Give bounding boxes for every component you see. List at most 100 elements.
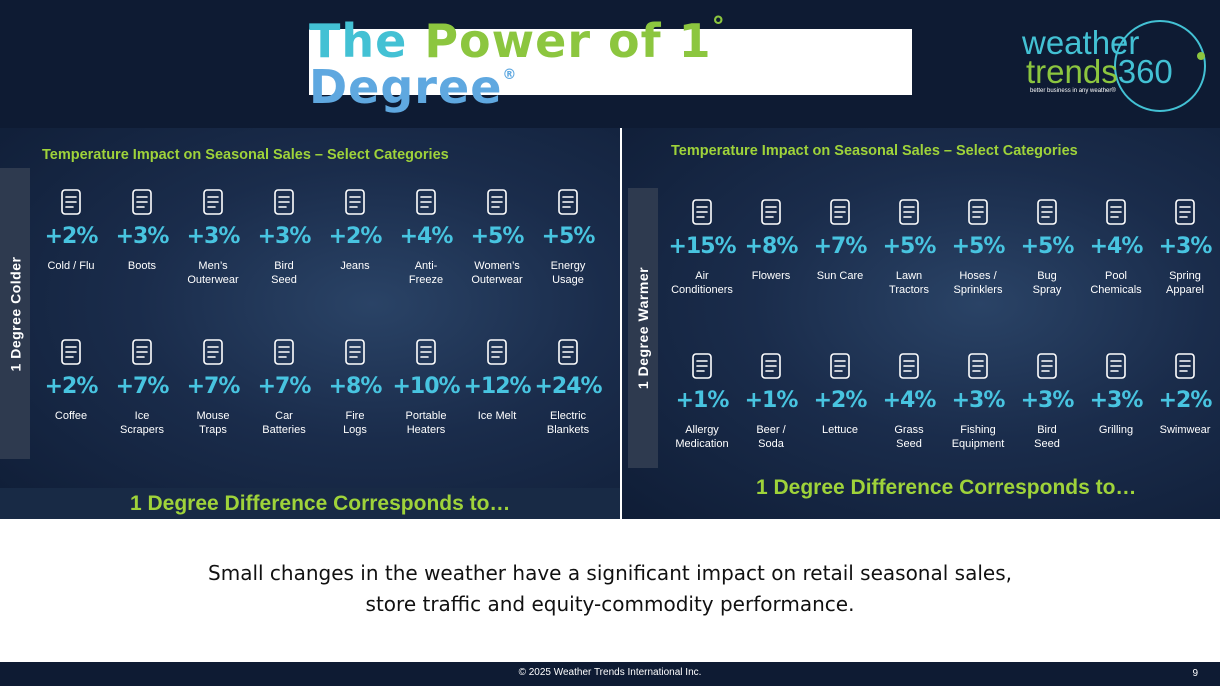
category-label: Anti- Freeze	[408, 260, 444, 286]
category-lettuce: +2% Lettuce	[804, 348, 876, 437]
sales-change: +3%	[1020, 388, 1075, 413]
ice-tray-icon	[53, 184, 89, 220]
sales-change: +2%	[44, 374, 99, 399]
logo-dot	[1197, 52, 1205, 60]
category-ice-melt: +12% Ice Melt	[461, 334, 533, 423]
sales-change: +3%	[115, 224, 170, 249]
sales-change: +3%	[186, 224, 241, 249]
category-label: Air Conditioners	[671, 270, 733, 296]
sales-change: +12%	[463, 374, 531, 399]
chemical-bottles-icon	[1098, 194, 1134, 230]
category-antifreeze: +4% Anti- Freeze	[390, 184, 462, 287]
category-coffee: +2% Coffee	[35, 334, 107, 423]
lawn-tractor-icon	[891, 194, 927, 230]
warmer-side-label-text: 1 Degree Warmer	[635, 266, 651, 390]
category-label: Grass Seed	[894, 424, 924, 450]
category-spray-bottle: +5% Bug Spray	[1011, 194, 1083, 297]
category-car-battery: +7% Car Batteries	[248, 334, 320, 437]
sales-change: +5%	[951, 234, 1006, 259]
category-label: Sun Care	[816, 270, 864, 282]
category-energy-meter: +5% Energy Usage	[532, 184, 604, 287]
caption-line-2: store traffic and equity-commodity perfo…	[365, 592, 855, 616]
raincoat-icon	[1167, 194, 1203, 230]
fishing-rod-icon	[960, 348, 996, 384]
category-chemical-bottles: +4% Pool Chemicals	[1080, 194, 1152, 297]
sales-change: +2%	[44, 224, 99, 249]
warmer-panel-title: Temperature Impact on Seasonal Sales – S…	[671, 143, 1078, 159]
category-label: Jeans	[340, 260, 370, 272]
sales-change: +7%	[813, 234, 868, 259]
colder-panel-title: Temperature Impact on Seasonal Sales – S…	[42, 147, 449, 163]
category-sun-care: +7% Sun Care	[804, 194, 876, 283]
sales-change: +3%	[951, 388, 1006, 413]
category-label: Bug Spray	[1032, 270, 1062, 296]
logo-word-trends: trends360	[1026, 55, 1173, 88]
seed-bag-icon	[266, 184, 302, 220]
category-jeans: +2% Jeans	[319, 184, 391, 273]
sales-change: +8%	[328, 374, 383, 399]
category-label: Lawn Tractors	[889, 270, 929, 296]
category-pill-bottle: +1% Allergy Medication	[666, 348, 738, 451]
title-word-the: The	[309, 14, 408, 68]
swimsuit-icon	[1167, 348, 1203, 384]
ice-melt-icon	[479, 334, 515, 370]
category-label: Grilling	[1098, 424, 1134, 436]
sales-change: +2%	[813, 388, 868, 413]
slide-footer: © 2025 Weather Trends International Inc.…	[0, 662, 1220, 686]
category-grass-seed: +4% Grass Seed	[873, 348, 945, 451]
pill-bottle-icon	[684, 348, 720, 384]
category-label: Cold / Flu	[47, 260, 95, 272]
category-label: Bird Seed	[1034, 424, 1060, 450]
category-fishing-rod: +3% Fishing Equipment	[942, 348, 1014, 451]
sales-change: +15%	[668, 234, 736, 259]
energy-meter-icon	[550, 184, 586, 220]
category-grill: +3% Grilling	[1080, 348, 1152, 437]
sales-change: +7%	[186, 374, 241, 399]
category-label: Portable Heaters	[405, 410, 447, 436]
category-label: Lettuce	[821, 424, 859, 436]
category-dress: +5% Women’s Outerwear	[461, 184, 533, 287]
sales-change: +5%	[1020, 234, 1075, 259]
bottle-icon	[753, 348, 789, 384]
title-box: The Power of 1° Degree®	[309, 14, 912, 110]
ice-scraper-icon	[124, 334, 160, 370]
sales-change: +7%	[115, 374, 170, 399]
category-seed-bag: +3% Bird Seed	[248, 184, 320, 287]
blanket-icon	[550, 334, 586, 370]
category-flowers: +8% Flowers	[735, 194, 807, 283]
copyright: © 2025 Weather Trends International Inc.	[518, 667, 702, 678]
category-label: Electric Blankets	[546, 410, 590, 436]
category-label: Ice Scrapers	[119, 410, 165, 436]
title-degree-symbol: °	[711, 12, 726, 42]
coat-icon	[195, 184, 231, 220]
logo-trends: trends	[1026, 53, 1118, 90]
category-bottle: +1% Beer / Soda	[735, 348, 807, 451]
flowers-icon	[753, 194, 789, 230]
logo-360: 360	[1117, 53, 1173, 90]
colder-bottom-banner: 1 Degree Difference Corresponds to…	[0, 488, 620, 519]
category-label: Fishing Equipment	[951, 424, 1005, 450]
title-power: Power of 1	[424, 14, 712, 68]
title-word-degree: Degree	[309, 60, 503, 114]
category-boot: +3% Boots	[106, 184, 178, 273]
category-label: Women’s Outerwear	[471, 260, 523, 286]
category-label: Swimwear	[1159, 424, 1211, 436]
sales-change: +3%	[1158, 234, 1213, 259]
colder-side-label: 1 Degree Colder	[0, 168, 30, 459]
category-label: Fire Logs	[343, 410, 367, 436]
logo-tagline: better business in any weather®	[1030, 88, 1116, 94]
warmer-bottom-banner: 1 Degree Difference Corresponds to…	[756, 476, 1137, 499]
sales-change: +5%	[541, 224, 596, 249]
dress-icon	[479, 184, 515, 220]
lettuce-icon	[822, 348, 858, 384]
sales-change: +3%	[257, 224, 312, 249]
antifreeze-icon	[408, 184, 444, 220]
spray-bottle-icon	[1029, 194, 1065, 230]
sales-change: +2%	[328, 224, 383, 249]
sun-care-icon	[822, 194, 858, 230]
car-battery-icon	[266, 334, 302, 370]
category-blanket: +24% Electric Blankets	[532, 334, 604, 437]
category-swimsuit: +2% Swimwear	[1149, 348, 1220, 437]
sales-change: +1%	[675, 388, 730, 413]
category-raincoat: +3% Spring Apparel	[1149, 194, 1220, 297]
